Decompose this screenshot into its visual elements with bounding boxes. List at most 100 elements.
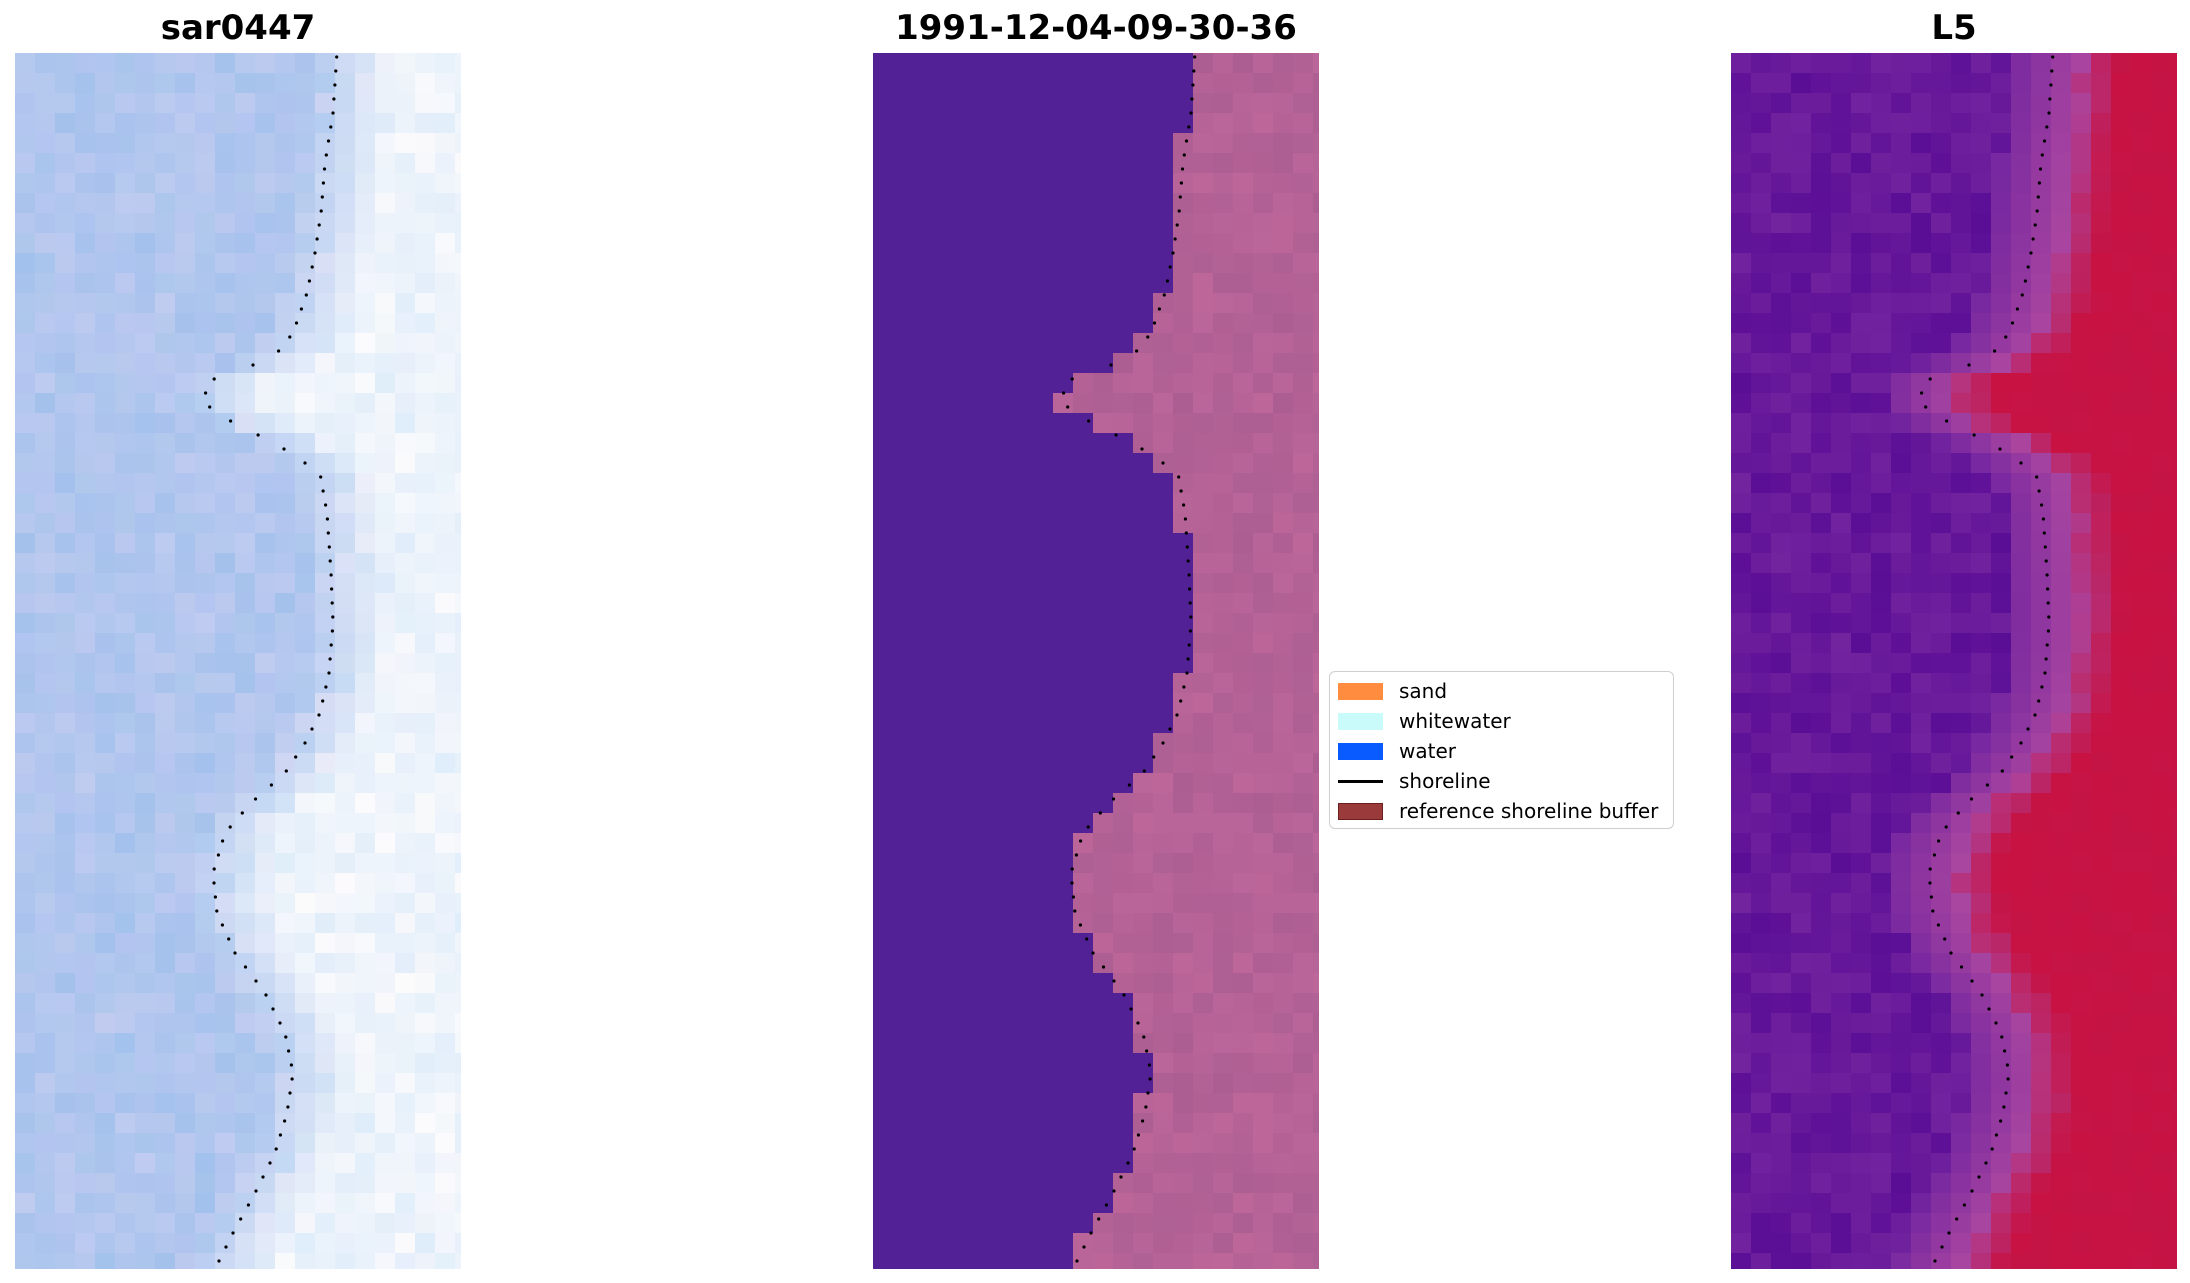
land-class-pixel xyxy=(1213,873,1233,893)
image-pixel xyxy=(315,1213,335,1233)
index-pixel xyxy=(2031,413,2051,433)
image-pixel xyxy=(235,753,255,773)
index-pixel xyxy=(1991,833,2011,853)
shoreline-point xyxy=(1101,965,1106,969)
panel-title-rgb: sar0447 xyxy=(160,8,316,48)
image-pixel xyxy=(275,833,295,853)
image-pixel xyxy=(295,433,315,453)
image-pixel xyxy=(455,1073,461,1093)
index-pixel xyxy=(1991,593,2011,613)
shoreline-point xyxy=(330,601,334,605)
image-pixel xyxy=(315,213,335,233)
image-pixel xyxy=(95,653,115,673)
image-pixel xyxy=(315,833,335,853)
index-pixel xyxy=(2171,1173,2177,1193)
image-pixel xyxy=(455,673,461,693)
land-class-pixel xyxy=(1273,693,1293,713)
image-pixel xyxy=(335,373,355,393)
index-pixel xyxy=(1831,413,1851,433)
image-pixel xyxy=(355,333,375,353)
index-pixel xyxy=(1871,73,1891,93)
index-pixel xyxy=(1851,313,1871,333)
index-pixel xyxy=(1731,353,1751,373)
index-pixel xyxy=(1911,733,1931,753)
image-pixel xyxy=(195,473,215,493)
image-pixel xyxy=(355,833,375,853)
land-class-pixel xyxy=(1213,353,1233,373)
image-pixel xyxy=(395,473,415,493)
legend-item-whitewater: whitewater xyxy=(1338,706,1511,736)
image-pixel xyxy=(235,213,255,233)
image-pixel xyxy=(235,773,255,793)
image-pixel xyxy=(15,973,35,993)
image-pixel xyxy=(75,453,95,473)
land-class-pixel xyxy=(1273,333,1293,353)
image-pixel xyxy=(135,993,155,1013)
land-class-pixel xyxy=(1213,1253,1233,1269)
land-class-pixel xyxy=(1273,1213,1293,1233)
image-pixel xyxy=(335,433,355,453)
index-pixel xyxy=(1771,953,1791,973)
index-pixel xyxy=(1891,1213,1911,1233)
shoreline-point xyxy=(1180,167,1185,171)
index-pixel xyxy=(2011,993,2031,1013)
index-pixel xyxy=(1911,1213,1931,1233)
index-pixel xyxy=(2131,993,2151,1013)
land-class-pixel xyxy=(1313,533,1319,553)
shoreline-point xyxy=(288,1091,292,1095)
image-pixel xyxy=(175,933,195,953)
land-class-pixel xyxy=(1313,53,1319,73)
land-class-pixel xyxy=(1253,1033,1273,1053)
image-pixel xyxy=(435,1173,455,1193)
land-class-pixel xyxy=(1273,773,1293,793)
index-pixel xyxy=(1891,713,1911,733)
legend-item-reference-buffer: reference shoreline buffer xyxy=(1338,796,1658,826)
index-pixel xyxy=(1951,613,1971,633)
shoreline-point xyxy=(1132,1147,1136,1151)
image-pixel xyxy=(115,1133,135,1153)
shoreline-point xyxy=(310,727,314,731)
land-class-pixel xyxy=(1193,893,1213,913)
image-pixel xyxy=(255,93,275,113)
land-class-pixel xyxy=(1313,1133,1319,1153)
image-pixel xyxy=(155,1133,175,1153)
index-pixel xyxy=(2071,893,2091,913)
index-pixel xyxy=(1831,1113,1851,1133)
image-pixel xyxy=(355,1173,375,1193)
shoreline-point xyxy=(317,223,321,227)
image-pixel xyxy=(55,153,75,173)
image-pixel xyxy=(135,593,155,613)
index-pixel xyxy=(2111,993,2131,1013)
image-pixel xyxy=(255,453,275,473)
index-pixel xyxy=(1751,353,1771,373)
index-pixel xyxy=(1991,313,2011,333)
image-pixel xyxy=(95,633,115,653)
shoreline-point xyxy=(286,1105,290,1109)
image-pixel xyxy=(15,673,35,693)
shoreline-point xyxy=(2037,181,2041,185)
image-pixel xyxy=(315,433,335,453)
index-pixel xyxy=(2071,1053,2091,1073)
index-pixel xyxy=(1791,1013,1811,1033)
land-class-pixel xyxy=(1293,513,1313,533)
image-pixel xyxy=(135,773,155,793)
index-pixel xyxy=(1991,973,2011,993)
image-pixel xyxy=(415,853,435,873)
land-class-pixel xyxy=(1313,273,1319,293)
land-class-pixel xyxy=(1313,1213,1319,1233)
index-pixel xyxy=(1811,333,1831,353)
shoreline-point xyxy=(1175,713,1179,717)
land-class-pixel xyxy=(1153,993,1173,1013)
image-pixel xyxy=(355,153,375,173)
image-pixel xyxy=(15,73,35,93)
index-pixel xyxy=(2011,1213,2031,1233)
index-pixel xyxy=(2011,653,2031,673)
image-pixel xyxy=(235,593,255,613)
image-pixel xyxy=(375,653,395,673)
land-class-pixel xyxy=(1293,1253,1313,1269)
index-pixel xyxy=(1871,1193,1891,1213)
index-pixel xyxy=(2011,1233,2031,1253)
legend-label: shoreline xyxy=(1399,769,1491,793)
shoreline-point xyxy=(328,559,332,563)
index-pixel xyxy=(1891,493,1911,513)
